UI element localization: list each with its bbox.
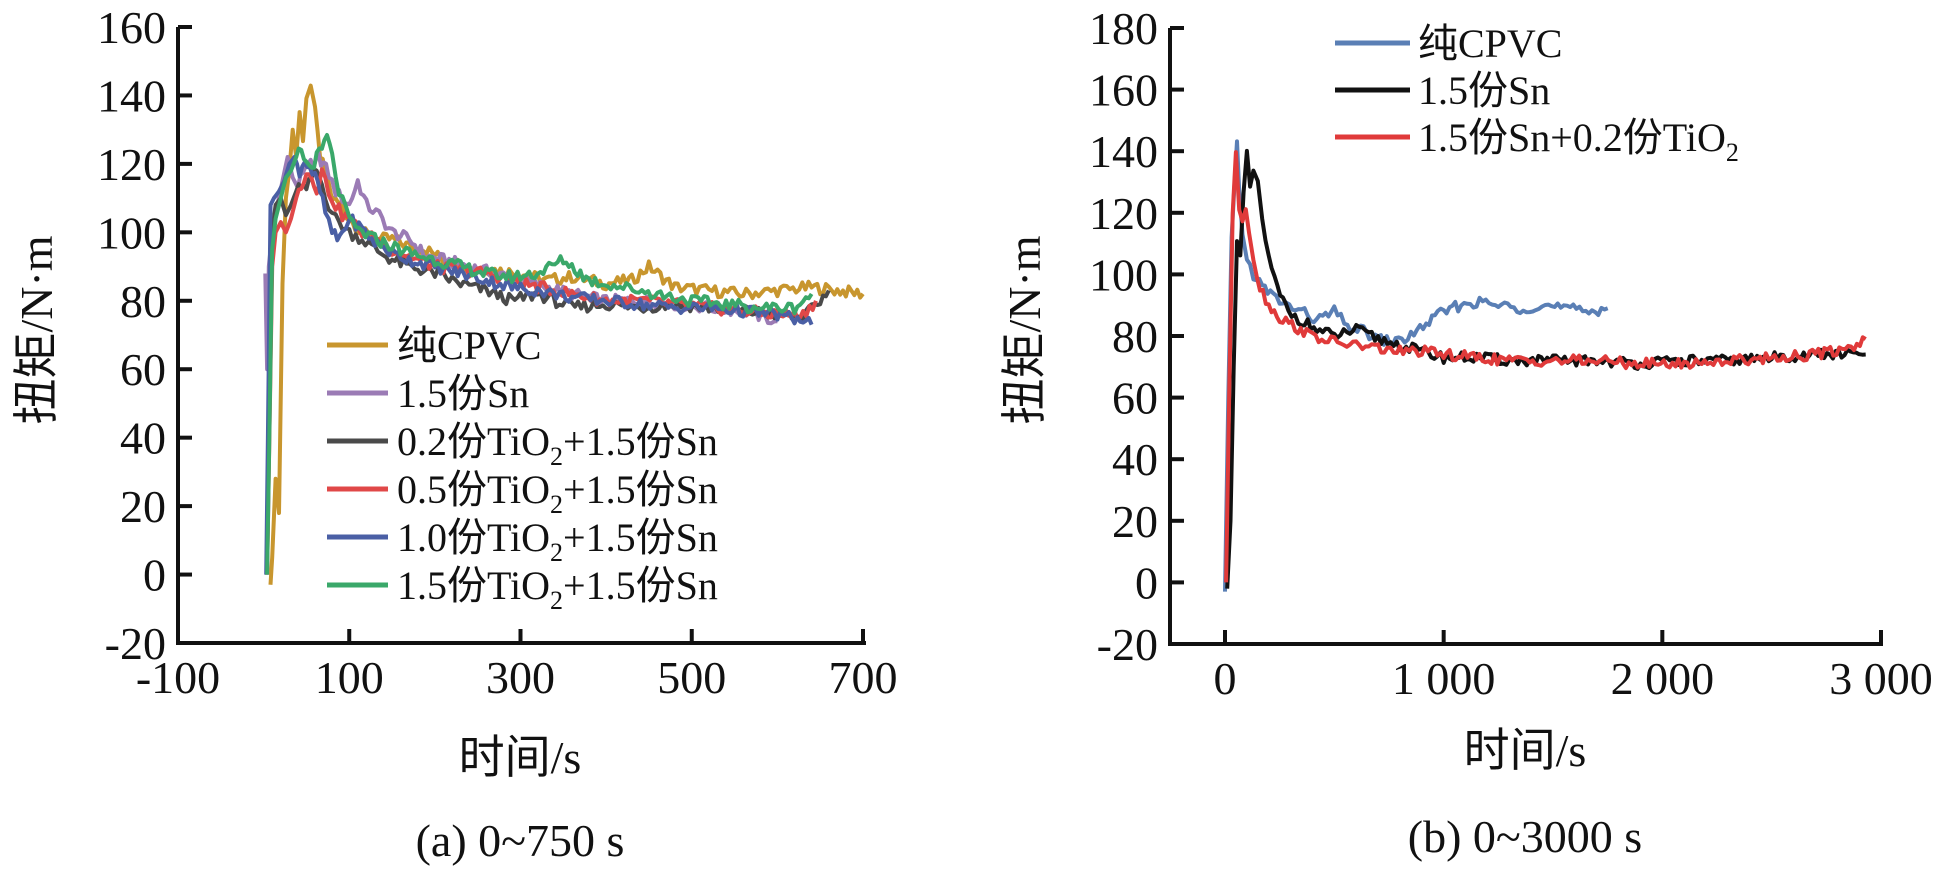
chart-a-legend-label: 1.0份TiO2+1.5份Sn bbox=[397, 515, 718, 567]
chart-b-ytick-label: 40 bbox=[1112, 434, 1158, 485]
chart-b-ytick-label: 160 bbox=[1089, 65, 1158, 116]
chart-a-legend-label: 0.5份TiO2+1.5份Sn bbox=[397, 467, 718, 519]
chart-a-legend: 纯CPVC1.5份Sn0.2份TiO2+1.5份Sn0.5份TiO2+1.5份S… bbox=[327, 323, 718, 615]
chart-b-series bbox=[1223, 139, 1867, 592]
chart-a-ytick-label: 160 bbox=[97, 2, 166, 53]
chart-a-series-line bbox=[265, 167, 831, 575]
chart-a-y-ticks: 160 140 120 100 80 60 40 20 0 -20 bbox=[97, 2, 192, 669]
chart-a: 160 140 120 100 80 60 40 20 0 -20 -100 100 300 500 70… bbox=[11, 2, 898, 866]
chart-a-x-ticks: -100 100 300 500 700 bbox=[136, 629, 898, 703]
chart-b-xtick-label: 3 000 bbox=[1829, 653, 1933, 704]
chart-b-xtick-label: 1 000 bbox=[1392, 653, 1496, 704]
chart-b-subtitle: (b) 0~3000 s bbox=[1408, 811, 1642, 862]
chart-b-ytick-label: 0 bbox=[1135, 557, 1158, 608]
chart-a-xtick-label: -100 bbox=[136, 652, 220, 703]
chart-b-ytick-label: 60 bbox=[1112, 373, 1158, 424]
chart-a-ytick-label: 100 bbox=[97, 207, 166, 258]
chart-a-ytick-label: 140 bbox=[97, 70, 166, 121]
chart-a-legend-label: 1.5份TiO2+1.5份Sn bbox=[397, 563, 718, 615]
chart-a-legend-label: 1.5份Sn bbox=[397, 371, 529, 416]
chart-a-xtick-label: 100 bbox=[315, 652, 384, 703]
chart-b-xlabel: 时间/s bbox=[1464, 725, 1587, 776]
chart-a-legend-label: 0.2份TiO2+1.5份Sn bbox=[397, 419, 718, 471]
chart-b-xtick-label: 0 bbox=[1214, 653, 1237, 704]
chart-b-ytick-label: 120 bbox=[1089, 188, 1158, 239]
chart-b-ytick-label: 20 bbox=[1112, 496, 1158, 547]
chart-b-ytick-label: 80 bbox=[1112, 311, 1158, 362]
chart-b-series-line bbox=[1225, 148, 1866, 589]
chart-a-ytick-label: 120 bbox=[97, 139, 166, 190]
chart-a-xtick-label: 700 bbox=[829, 652, 898, 703]
chart-a-series-line bbox=[265, 133, 814, 575]
chart-a-legend-label: 纯CPVC bbox=[397, 323, 542, 368]
chart-b-ytick-label: 100 bbox=[1089, 249, 1158, 300]
chart-a-series-line bbox=[264, 155, 814, 575]
chart-a-ytick-label: 0 bbox=[143, 550, 166, 601]
chart-b-ylabel: 扭矩/N·m bbox=[999, 235, 1050, 424]
chart-b-series-line bbox=[1223, 139, 1609, 592]
chart-b-x-ticks: 0 1 000 2 000 3 000 bbox=[1214, 630, 1933, 704]
chart-b-xtick-label: 2 000 bbox=[1611, 653, 1715, 704]
chart-a-xtick-label: 300 bbox=[486, 652, 555, 703]
chart-b-y-ticks: 180 160 140 120 100 80 60 40 20 0 -20 bbox=[1089, 3, 1184, 670]
chart-b-ytick-label: 180 bbox=[1089, 3, 1158, 54]
chart-a-ylabel: 扭矩/N·m bbox=[11, 235, 62, 424]
chart-b-legend-label: 纯CPVC bbox=[1418, 21, 1563, 66]
chart-b-series-line bbox=[1224, 150, 1867, 583]
chart-b-legend-label: 1.5份Sn bbox=[1418, 68, 1550, 113]
chart-a-ytick-label: 60 bbox=[120, 344, 166, 395]
chart-b-ytick-label: 140 bbox=[1089, 126, 1158, 177]
chart-a-ytick-label: -20 bbox=[105, 618, 166, 669]
chart-b: 180 160 140 120 100 80 60 40 20 0 -20 0 1 000 2 000 3… bbox=[999, 3, 1933, 862]
chart-a-ytick-label: 20 bbox=[120, 481, 166, 532]
chart-a-xtick-label: 500 bbox=[657, 652, 726, 703]
chart-b-legend-label: 1.5份Sn+0.2份TiO2 bbox=[1418, 115, 1739, 167]
chart-b-ytick-label: -20 bbox=[1097, 619, 1158, 670]
chart-a-series bbox=[263, 83, 865, 585]
chart-a-ytick-label: 40 bbox=[120, 413, 166, 464]
chart-a-subtitle: (a) 0~750 s bbox=[416, 815, 625, 866]
chart-a-xlabel: 时间/s bbox=[459, 732, 582, 783]
chart-a-ytick-label: 80 bbox=[120, 276, 166, 327]
